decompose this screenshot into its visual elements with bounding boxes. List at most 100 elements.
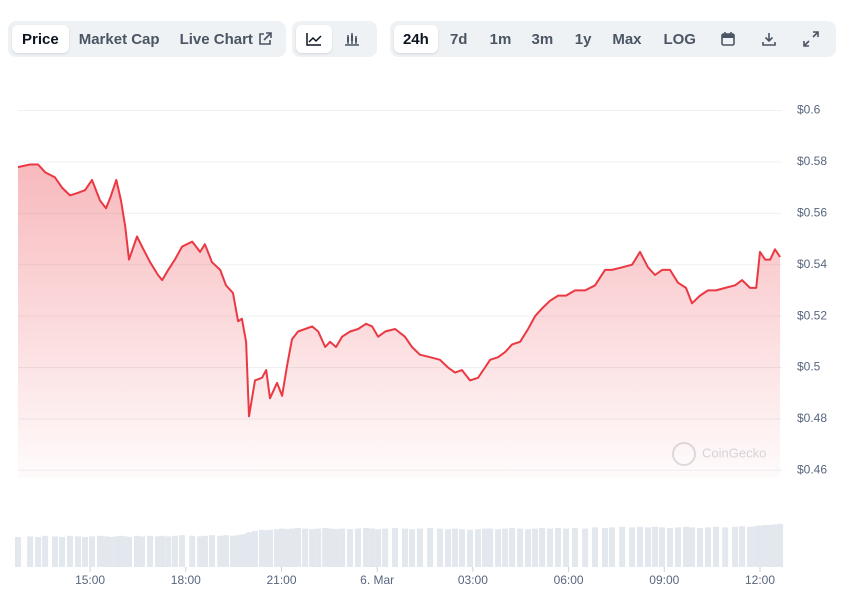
volume-bar — [675, 527, 682, 567]
volume-bar — [659, 527, 666, 567]
volume-bar — [326, 528, 333, 567]
tab-live-chart[interactable]: Live Chart — [170, 25, 282, 53]
y-tick-label: $0.52 — [797, 308, 827, 322]
volume-bar — [322, 528, 329, 567]
volume-bar — [408, 529, 415, 567]
watermark: CoinGecko — [672, 442, 766, 466]
x-tick-label: 03:00 — [458, 573, 488, 587]
volume-bar — [502, 528, 509, 567]
volume-bar — [333, 529, 340, 567]
volume-bar — [452, 528, 459, 567]
volume-bar — [309, 529, 316, 567]
volume-bar — [284, 529, 291, 567]
volume-bar — [295, 528, 302, 567]
volume-bar — [563, 528, 570, 567]
y-tick-label: $0.46 — [797, 462, 827, 476]
volume-bar — [652, 526, 659, 567]
range-button[interactable]: 24h — [394, 25, 438, 53]
volume-bar — [487, 528, 494, 567]
volume-bar — [547, 528, 554, 567]
price-line — [17, 163, 781, 418]
volume-bar — [645, 527, 652, 567]
volume-bar — [178, 535, 185, 567]
volume-bar — [697, 528, 704, 567]
volume-bar — [382, 528, 389, 567]
area-fill — [18, 164, 781, 478]
volume-bar — [347, 529, 354, 567]
volume-bar — [369, 528, 376, 567]
volume-bar — [363, 528, 370, 567]
y-tick-label: $0.48 — [797, 411, 827, 425]
line-icon — [306, 33, 322, 46]
volume-bar — [401, 528, 408, 567]
y-tick-label: $0.6 — [797, 103, 821, 117]
volume-bar — [289, 528, 296, 567]
volume-bar — [459, 529, 466, 567]
volume-bar — [517, 528, 524, 567]
volume-bar — [74, 536, 81, 567]
x-tick-label: 12:00 — [745, 573, 775, 587]
volume-bar — [732, 526, 739, 567]
range-button[interactable]: 1y — [574, 30, 592, 48]
volume-bar — [81, 537, 88, 567]
volume-bar — [525, 529, 532, 567]
volume-bar — [392, 528, 399, 567]
volume-bar — [302, 528, 309, 567]
volume-bar — [126, 537, 133, 567]
line-chart-button[interactable] — [296, 25, 332, 53]
volume-bar — [245, 532, 252, 567]
volume-bar — [171, 535, 178, 567]
candle-chart-button[interactable] — [332, 25, 372, 53]
volume-bar — [682, 526, 689, 567]
volume-bar — [571, 528, 578, 567]
tab-market-cap[interactable]: Market Cap — [78, 30, 160, 48]
volume-bar — [315, 528, 322, 567]
external-icon — [259, 32, 272, 45]
volume-bar — [59, 537, 66, 567]
volume-bar — [165, 536, 172, 567]
volume-bar — [35, 537, 42, 567]
volume-bar — [279, 528, 286, 567]
volume-bar — [445, 529, 452, 567]
tab-price[interactable]: Price — [12, 25, 69, 53]
fullscreen-button[interactable] — [790, 25, 832, 53]
log-button[interactable]: LOG — [663, 30, 696, 48]
volume-bar — [482, 528, 489, 567]
x-tick-label: 18:00 — [171, 573, 201, 587]
volume-bar — [509, 528, 516, 567]
tab-label: Live Chart — [179, 30, 253, 48]
range-tabs: 24h 7d 1m 3m 1y Max LOG — [390, 21, 836, 57]
y-tick-label: $0.5 — [797, 360, 821, 374]
expand-icon — [803, 31, 819, 47]
volume-bar — [66, 535, 73, 567]
range-button[interactable]: 7d — [449, 30, 468, 48]
volume-bar — [427, 528, 434, 567]
volume-bar — [96, 535, 103, 567]
volume-bar — [122, 536, 129, 567]
volume-bar — [771, 524, 778, 567]
volume-bar — [689, 527, 696, 567]
volume-bar — [722, 527, 729, 567]
volume-bar — [267, 529, 274, 567]
volume-bar — [756, 525, 763, 567]
range-button[interactable]: 3m — [531, 30, 554, 48]
volume-bar — [103, 536, 110, 567]
volume-bar — [753, 526, 760, 567]
x-tick-label: 06:00 — [554, 573, 584, 587]
download-button[interactable] — [748, 25, 790, 53]
volume-bar — [467, 529, 474, 567]
volume-bar — [118, 535, 125, 567]
volume-bar — [416, 528, 423, 567]
volume-bar — [704, 527, 711, 567]
volume-bar — [355, 528, 362, 567]
calendar-button[interactable] — [709, 25, 749, 53]
volume-bar — [747, 526, 754, 567]
chart-style — [292, 21, 377, 57]
x-tick-label: 09:00 — [649, 573, 679, 587]
volume-bar — [147, 535, 154, 567]
range-button[interactable]: Max — [612, 30, 642, 48]
volume-bar — [555, 528, 562, 567]
calendar-icon — [721, 32, 736, 46]
range-button[interactable]: 1m — [489, 30, 512, 48]
